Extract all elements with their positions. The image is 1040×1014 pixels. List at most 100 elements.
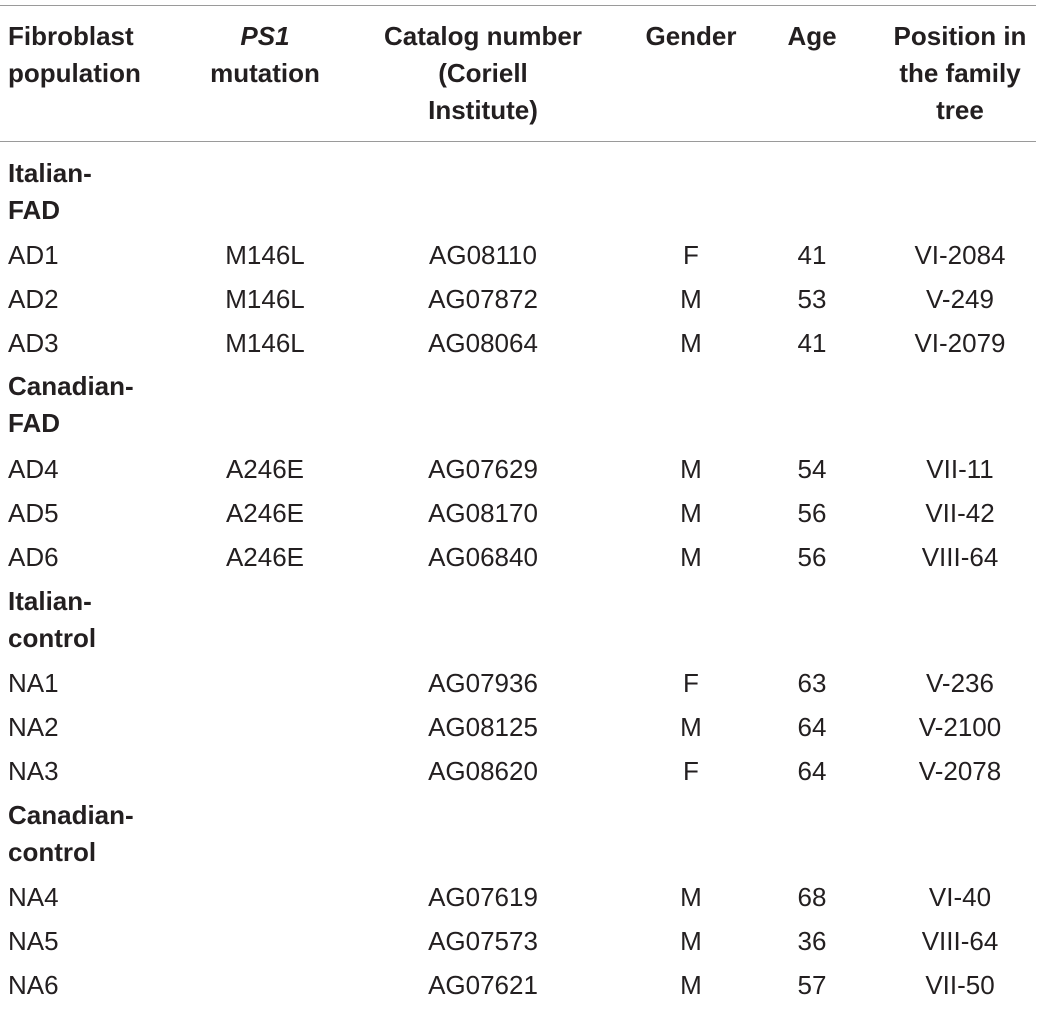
cell-position: V-236 (926, 668, 994, 698)
table-row: AD5 A246E AG08170 M 56 VII-42 (0, 498, 1040, 542)
cell-catalog: AG07573 (428, 926, 538, 956)
cell-age: 36 (797, 926, 827, 956)
header-gender: Gender (645, 21, 737, 51)
cell-gender: M (680, 882, 702, 912)
header-line: Catalog number (384, 21, 582, 51)
group-label-italian-control: Italian- control (8, 583, 96, 657)
cell-population: NA1 (8, 668, 59, 698)
cell-catalog: AG07936 (428, 668, 538, 698)
cell-position: VII-11 (926, 454, 994, 484)
table-row: NA1 AG07936 F 63 V-236 (0, 668, 1040, 712)
cell-mutation: A246E (225, 498, 305, 528)
group-label-line: control (8, 623, 97, 653)
cell-position: VII-50 (925, 970, 995, 1000)
group-label-line: Italian- (8, 158, 92, 188)
header-ps1-mutation: PS1 mutation (190, 18, 340, 92)
cell-gender: M (680, 454, 702, 484)
cell-position: VII-42 (925, 498, 995, 528)
cell-age: 41 (797, 328, 827, 358)
cell-population: NA4 (8, 882, 59, 912)
cell-gender: M (680, 542, 702, 572)
group-label-line: Canadian- (8, 800, 134, 830)
cell-catalog: AG06840 (428, 542, 538, 572)
table-top-rule (0, 5, 1036, 6)
cell-catalog: AG07621 (428, 970, 538, 1000)
cell-population: AD6 (8, 542, 59, 572)
header-catalog-number: Catalog number (Coriell Institute) (360, 18, 606, 129)
table-row: AD6 A246E AG06840 M 56 VIII-64 (0, 542, 1040, 586)
cell-population: AD5 (8, 498, 59, 528)
table-row: NA6 AG07621 M 57 VII-50 (0, 970, 1040, 1014)
cell-position: VIII-64 (921, 542, 999, 572)
cell-catalog: AG07629 (428, 454, 538, 484)
cell-catalog: AG07872 (428, 284, 538, 314)
cell-position: V-2100 (918, 712, 1002, 742)
table-row: AD3 M146L AG08064 M 41 VI-2079 (0, 328, 1040, 372)
cell-position: VI-40 (928, 882, 992, 912)
table-row: NA2 AG08125 M 64 V-2100 (0, 712, 1040, 756)
cell-gender: F (683, 240, 699, 270)
cell-population: NA6 (8, 970, 59, 1000)
cell-population: NA2 (8, 712, 59, 742)
header-position-family-tree: Position in the family tree (880, 18, 1040, 129)
cell-position: V-2078 (918, 756, 1002, 786)
cell-mutation: A246E (225, 454, 305, 484)
group-label-line: Italian- (8, 586, 92, 616)
header-age: Age (787, 21, 837, 51)
table-row: NA4 AG07619 M 68 VI-40 (0, 882, 1040, 926)
table-row: NA5 AG07573 M 36 VIII-64 (0, 926, 1040, 970)
group-label-canadian-control: Canadian- control (8, 797, 134, 871)
group-label-line: Canadian- (8, 371, 134, 401)
cell-gender: M (680, 970, 702, 1000)
cell-catalog: AG08064 (428, 328, 538, 358)
cell-age: 56 (797, 542, 827, 572)
cell-gender: M (680, 328, 702, 358)
cell-population: AD3 (8, 328, 59, 358)
cell-position: VI-2084 (914, 240, 1006, 270)
cell-mutation: A246E (225, 542, 305, 572)
cell-gender: M (680, 712, 702, 742)
cell-age: 57 (797, 970, 827, 1000)
cell-catalog: AG08125 (428, 712, 538, 742)
header-bottom-rule (0, 141, 1036, 142)
cell-age: 54 (797, 454, 827, 484)
cell-age: 53 (797, 284, 827, 314)
cell-age: 64 (797, 756, 827, 786)
header-line: mutation (210, 58, 320, 88)
group-label-canadian-fad: Canadian- FAD (8, 368, 134, 442)
group-label-line: FAD (8, 408, 60, 438)
cell-position: V-249 (926, 284, 994, 314)
header-line: (Coriell (438, 58, 528, 88)
cell-gender: F (683, 756, 699, 786)
cell-position: VI-2079 (914, 328, 1006, 358)
group-label-italian-fad: Italian- FAD (8, 155, 92, 229)
cell-catalog: AG07619 (428, 882, 538, 912)
cell-population: AD1 (8, 240, 59, 270)
cell-population: AD2 (8, 284, 59, 314)
cell-gender: F (683, 668, 699, 698)
group-label-line: control (8, 837, 97, 867)
header-line: tree (936, 95, 984, 125)
header-gene-name: PS1 (240, 21, 290, 51)
cell-age: 41 (797, 240, 827, 270)
cell-position: VIII-64 (921, 926, 999, 956)
group-label-line: FAD (8, 195, 60, 225)
table-row: NA3 AG08620 F 64 V-2078 (0, 756, 1040, 800)
header-line: Fibroblast (8, 21, 134, 51)
header-line: Institute) (428, 95, 538, 125)
cell-catalog: AG08170 (428, 498, 538, 528)
table-row: AD4 A246E AG07629 M 54 VII-11 (0, 454, 1040, 498)
header-line: the family (899, 58, 1021, 88)
table-row: AD1 M146L AG08110 F 41 VI-2084 (0, 240, 1040, 284)
cell-gender: M (680, 284, 702, 314)
cell-catalog: AG08110 (429, 240, 537, 270)
cell-age: 68 (797, 882, 827, 912)
header-line: Position in (893, 21, 1027, 51)
cell-gender: M (680, 498, 702, 528)
cell-mutation: M146L (225, 284, 305, 314)
table-row: AD2 M146L AG07872 M 53 V-249 (0, 284, 1040, 328)
cell-age: 63 (797, 668, 827, 698)
cell-catalog: AG08620 (428, 756, 538, 786)
cell-population: NA5 (8, 926, 59, 956)
